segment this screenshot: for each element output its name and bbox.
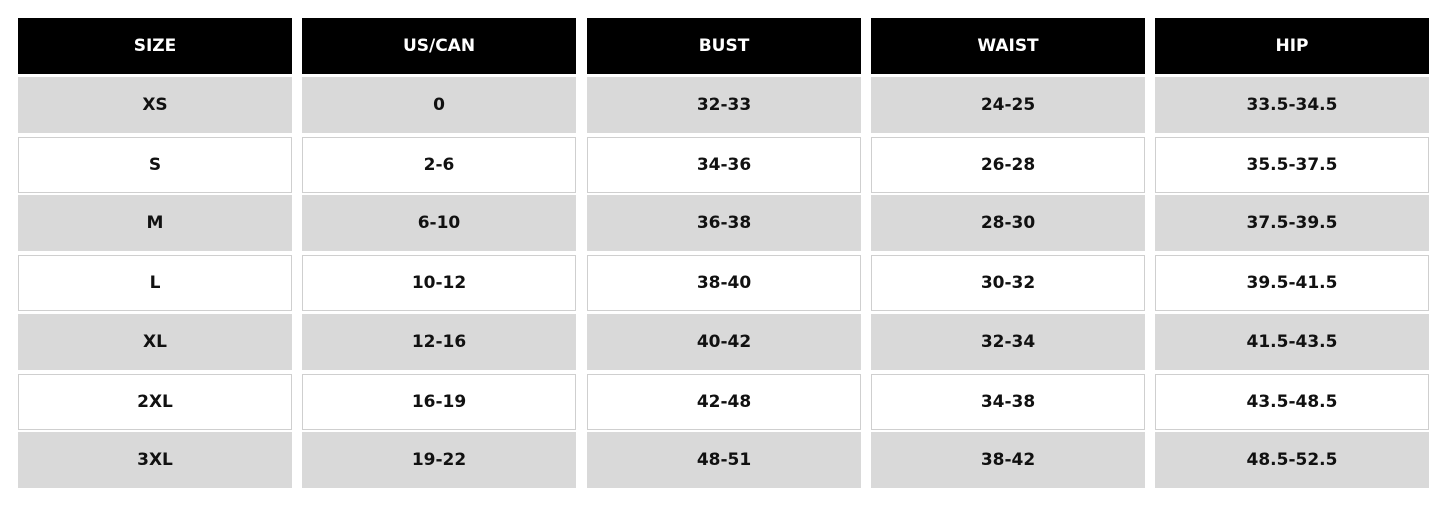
table-cell: 34-38 <box>871 374 1145 430</box>
header-cell: WAIST <box>871 18 1145 74</box>
table-cell: 6-10 <box>302 195 576 251</box>
table-cell: 16-19 <box>302 374 576 430</box>
header-cell: US/CAN <box>302 18 576 74</box>
table-cell: 33.5-34.5 <box>1155 77 1429 133</box>
table-cell: 10-12 <box>302 255 576 311</box>
table-cell: 36-38 <box>587 195 861 251</box>
table-cell: 38-40 <box>587 255 861 311</box>
table-cell: 38-42 <box>871 432 1145 488</box>
table-cell: 48.5-52.5 <box>1155 432 1429 488</box>
table-cell: 3XL <box>18 432 292 488</box>
table-cell: 0 <box>302 77 576 133</box>
table-cell: 34-36 <box>587 137 861 193</box>
table-cell: 30-32 <box>871 255 1145 311</box>
header-cell: BUST <box>587 18 861 74</box>
table-cell: M <box>18 195 292 251</box>
table-cell: 19-22 <box>302 432 576 488</box>
table-cell: 35.5-37.5 <box>1155 137 1429 193</box>
table-cell: 2-6 <box>302 137 576 193</box>
table-cell: 40-42 <box>587 314 861 370</box>
table-cell: 42-48 <box>587 374 861 430</box>
table-cell: S <box>18 137 292 193</box>
table-cell: 2XL <box>18 374 292 430</box>
table-cell: XS <box>18 77 292 133</box>
table-cell: 39.5-41.5 <box>1155 255 1429 311</box>
table-cell: 41.5-43.5 <box>1155 314 1429 370</box>
table-cell: 48-51 <box>587 432 861 488</box>
table-cell: 32-33 <box>587 77 861 133</box>
table-cell: XL <box>18 314 292 370</box>
table-cell: 24-25 <box>871 77 1145 133</box>
header-cell: HIP <box>1155 18 1429 74</box>
header-cell: SIZE <box>18 18 292 74</box>
table-cell: 37.5-39.5 <box>1155 195 1429 251</box>
table-cell: L <box>18 255 292 311</box>
table-cell: 43.5-48.5 <box>1155 374 1429 430</box>
table-cell: 32-34 <box>871 314 1145 370</box>
table-cell: 12-16 <box>302 314 576 370</box>
table-cell: 28-30 <box>871 195 1145 251</box>
table-cell: 26-28 <box>871 137 1145 193</box>
